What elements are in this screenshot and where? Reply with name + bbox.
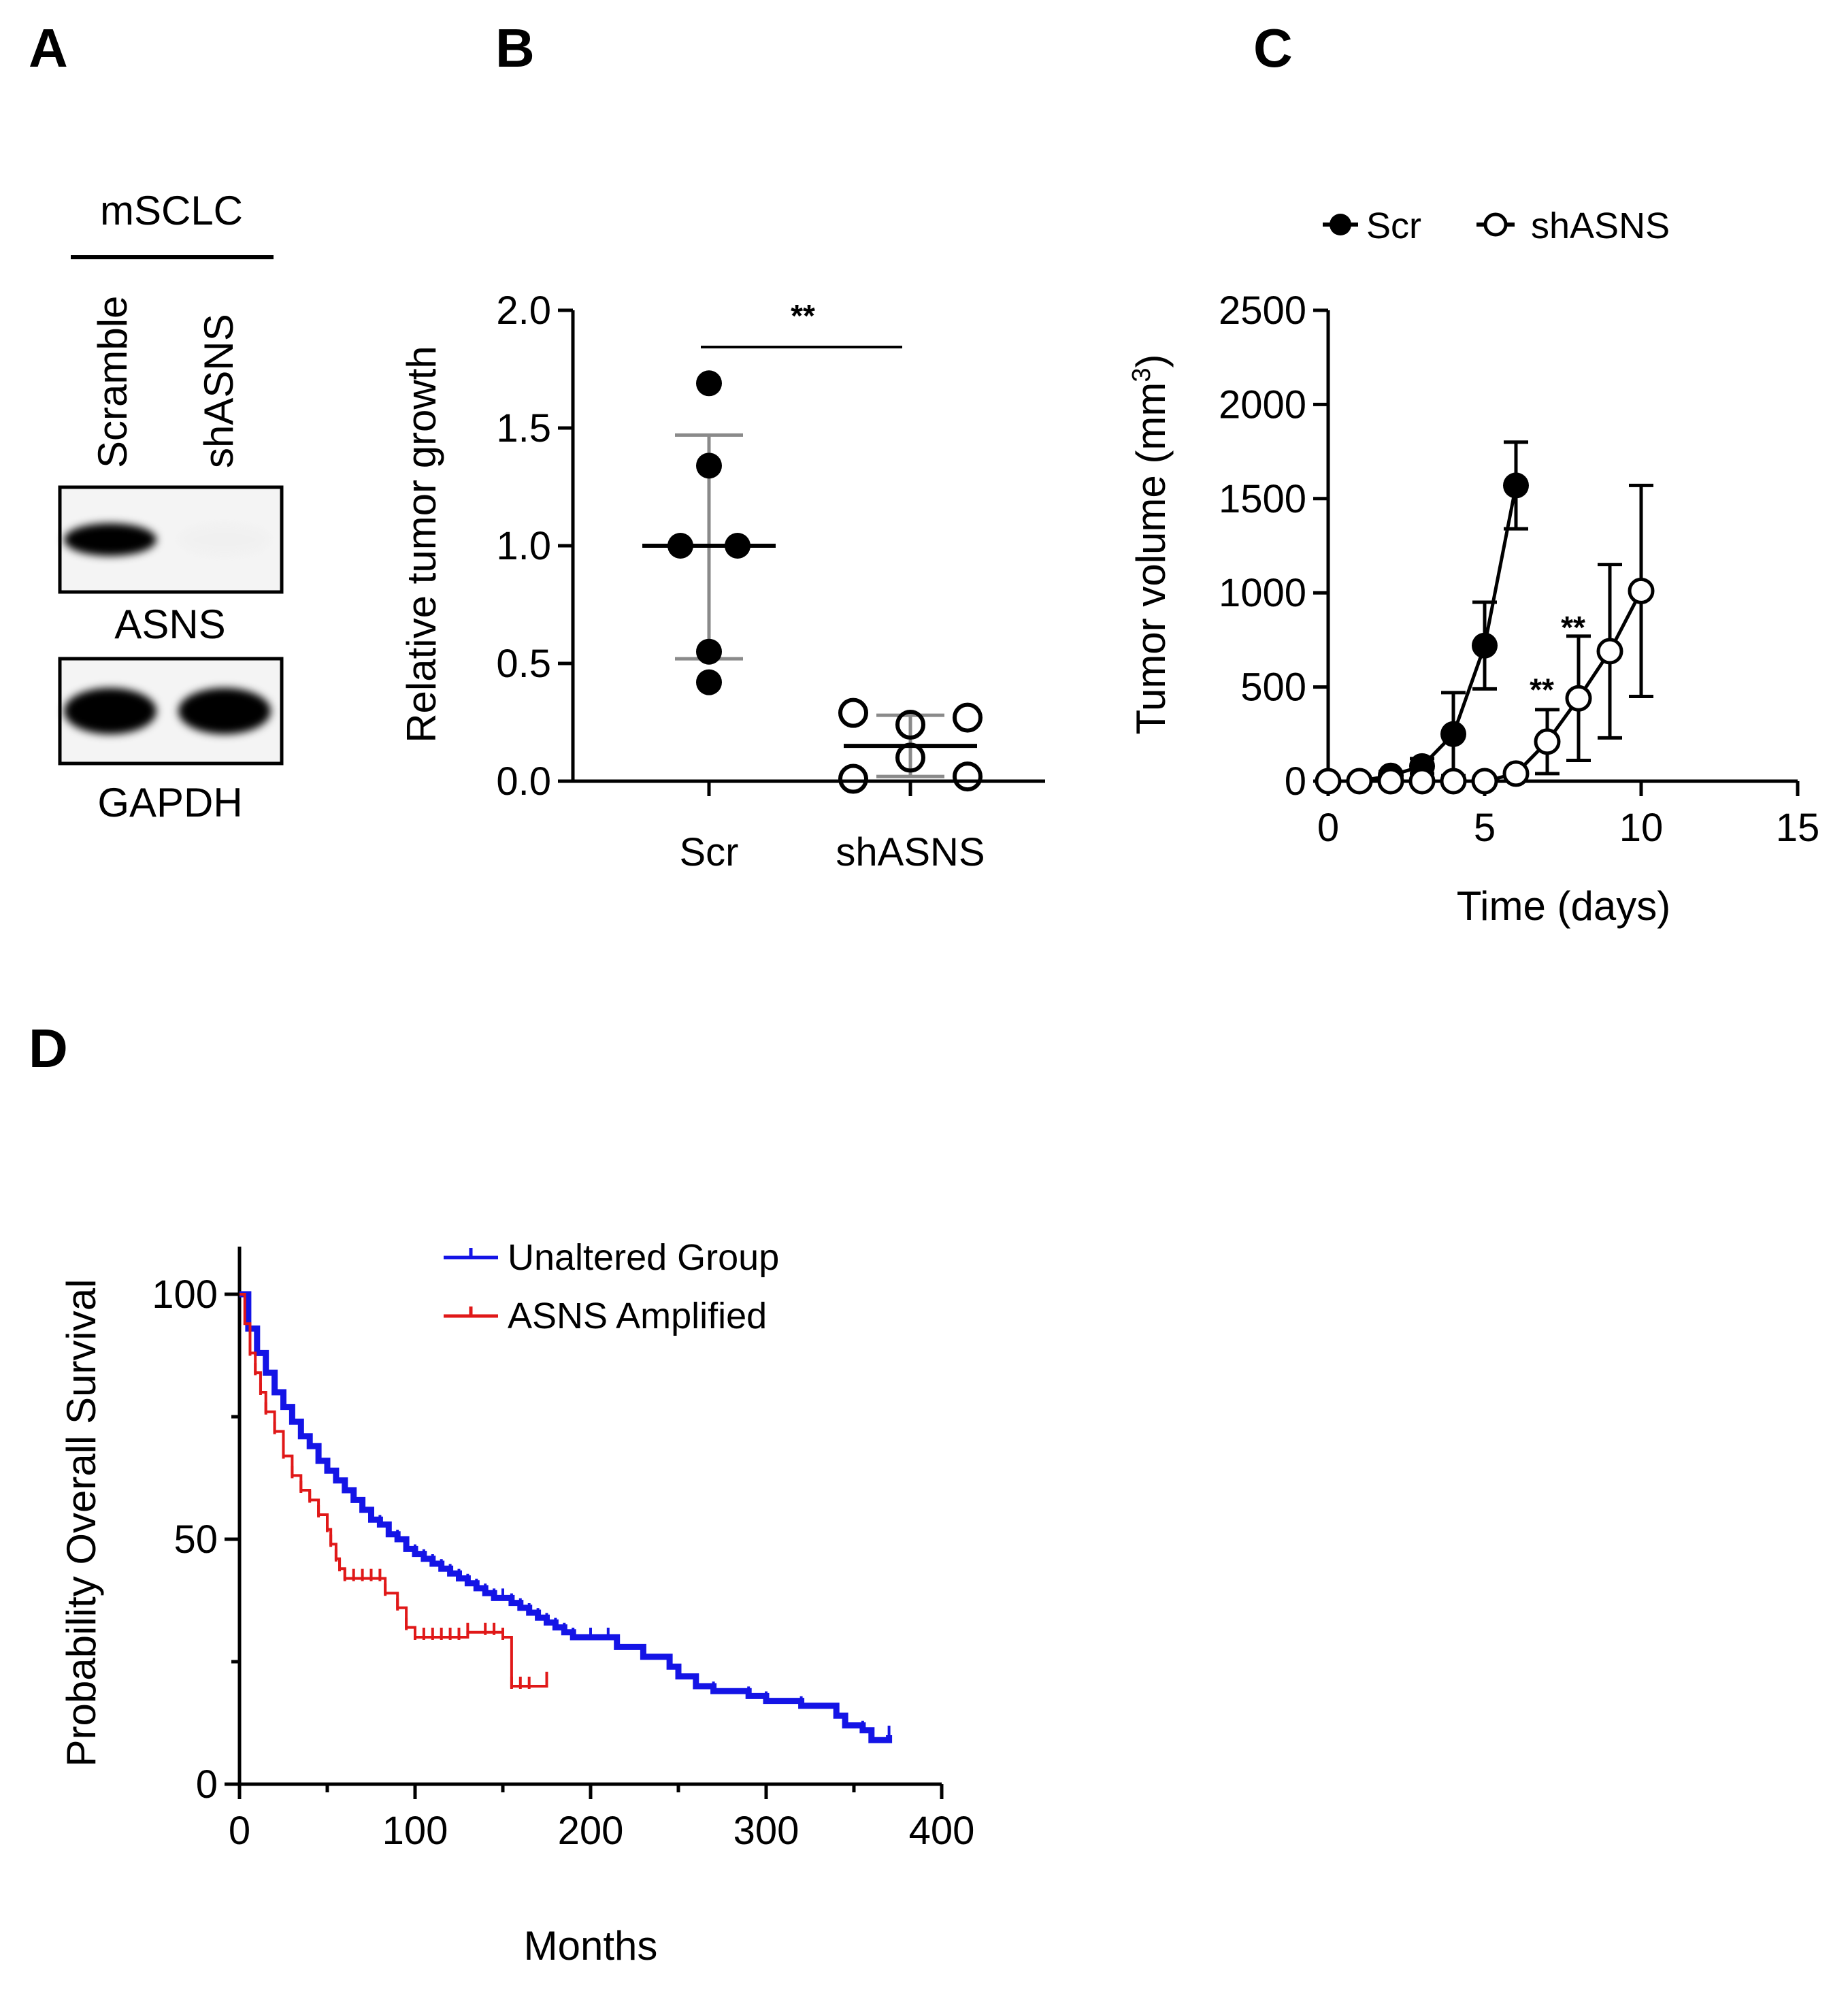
chart-d-legend: Unaltered Group ASNS Amplified	[444, 1237, 779, 1336]
survival-chart: Probability Overall Survival Months 0 50 1…	[59, 1237, 974, 1969]
chart-c-point-scr	[1440, 721, 1466, 747]
chart-c-ylabel-end: )	[1128, 355, 1174, 368]
chart-b-xtick-label: Scr	[680, 830, 739, 874]
chart-c-xtick-label: 5	[1474, 806, 1496, 850]
panel-letter-a: A	[29, 18, 68, 78]
chart-b-ytick-label: 2.0	[496, 289, 551, 333]
blot-band-gapdh-lane-1	[64, 688, 156, 734]
chart-b-point	[895, 709, 925, 740]
chart-c-ytick-label: 500	[1240, 665, 1306, 710]
legend-unaltered-label: Unaltered Group	[508, 1237, 779, 1278]
chart-d-plot-area: 0 50 100 0 100 200 300 400	[152, 1247, 974, 1853]
chart-b-point	[895, 742, 925, 773]
chart-b-point	[838, 697, 868, 728]
chart-c-ylabel: Tumor volume (mm3)	[1127, 355, 1174, 735]
chart-b-point	[696, 638, 722, 665]
chart-c-point-shasns	[1471, 768, 1498, 795]
chart-b-point	[953, 702, 983, 733]
blot-band-gapdh-lane-2	[178, 688, 271, 734]
chart-d-ytick-label: 0	[196, 1762, 218, 1807]
chart-d-curve-unaltered-group	[240, 1291, 893, 1743]
chart-c-significance: **	[1530, 672, 1554, 707]
chart-d-xlabel: Months	[524, 1923, 658, 1969]
chart-b-ytick-label: 0.0	[496, 759, 551, 804]
chart-d-ytick-label: 100	[152, 1272, 218, 1317]
chart-b-ytick-label: 1.5	[496, 406, 551, 450]
legend-shasns-marker	[1483, 212, 1508, 237]
chart-b-xtick-label: shASNS	[836, 830, 985, 874]
legend-shasns-label: shASNS	[1531, 206, 1670, 246]
chart-c-xtick-label: 15	[1776, 806, 1820, 850]
chart-b-plot-area: 0.0 0.5 1.0 1.5 2.0 Scr shASNS	[496, 289, 1045, 874]
chart-b-significance: **	[791, 298, 815, 333]
blot-label-asns: ASNS	[114, 602, 225, 647]
chart-c-xlabel: Time (days)	[1457, 883, 1670, 929]
chart-c-point-shasns	[1565, 685, 1592, 712]
chart-d-ylabel: Probability Overall Survival	[59, 1279, 104, 1767]
chart-c-plot-area: 0 500 1000 1500 2000 2500 0 5 10 15 ****	[1219, 289, 1819, 850]
blot-band-asns-lane-2	[178, 523, 271, 556]
chart-d-xtick-label: 200	[558, 1809, 624, 1853]
chart-d-curve-asns-amplified	[240, 1293, 548, 1688]
chart-b-point	[953, 761, 983, 792]
chart-c-ytick-label: 2000	[1219, 382, 1306, 427]
chart-c-point-shasns	[1315, 768, 1342, 795]
chart-b-ytick-label: 1.0	[496, 524, 551, 568]
chart-b-ytick-label: 0.5	[496, 642, 551, 686]
chart-c-ytick-label: 0	[1285, 759, 1306, 804]
chart-c-point-shasns	[1628, 577, 1655, 604]
panel-letter-c: C	[1253, 18, 1293, 78]
chart-b-point	[838, 763, 868, 794]
chart-c-ytick-label: 1000	[1219, 571, 1306, 615]
cell-line-label: mSCLC	[100, 188, 243, 233]
chart-c-xtick-label: 10	[1619, 806, 1664, 850]
chart-d-xtick-label: 300	[733, 1809, 799, 1853]
legend-amplified-label: ASNS Amplified	[508, 1296, 767, 1336]
chart-b-point	[667, 533, 693, 559]
chart-c-point-shasns	[1346, 768, 1373, 795]
chart-c-point-shasns	[1377, 768, 1404, 795]
legend-scr-marker	[1330, 214, 1351, 235]
chart-c-point-shasns	[1440, 768, 1467, 795]
chart-c-point-shasns	[1596, 638, 1623, 665]
chart-d-xtick-label: 100	[382, 1809, 448, 1853]
lane-label-shasns: shASNS	[196, 314, 242, 468]
panel-letter-d: D	[29, 1018, 68, 1079]
chart-b-point	[725, 533, 750, 559]
tumor-volume-chart: Tumor volume (mm3) Time (days) 0 500 1000 1…	[1127, 206, 1819, 929]
blot-band-asns-lane-1	[64, 523, 156, 556]
relative-growth-chart: Relative tumor growth 0.0 0.5 1.0 1.5 2.0 Scr…	[399, 289, 1045, 874]
chart-d-ytick-label: 50	[174, 1517, 218, 1562]
legend-scr-label: Scr	[1366, 206, 1421, 246]
chart-b-point	[696, 669, 722, 695]
chart-c-ylabel-main: Tumor volume (mm	[1128, 382, 1174, 735]
western-blot-panel: mSCLC Scramble shASNS ASNS GAPDH	[58, 188, 284, 825]
lane-label-scramble: Scramble	[90, 296, 135, 468]
chart-c-ylabel-superscript: 3	[1127, 368, 1156, 382]
chart-d-xtick-label: 0	[229, 1809, 250, 1853]
chart-c-legend: Scr shASNS	[1323, 206, 1670, 246]
blot-images	[58, 485, 284, 766]
chart-b-ylabel: Relative tumor growth	[399, 346, 444, 743]
chart-c-point-scr	[1503, 472, 1529, 499]
chart-c-ytick-label: 2500	[1219, 289, 1306, 333]
panel-letter-b: B	[495, 18, 535, 78]
chart-c-point-shasns	[1534, 728, 1561, 755]
chart-d-xtick-label: 400	[909, 1809, 975, 1853]
chart-c-xtick-label: 0	[1317, 806, 1339, 850]
chart-c-ytick-label: 1500	[1219, 477, 1306, 521]
chart-c-point-scr	[1472, 632, 1498, 659]
blot-label-gapdh: GAPDH	[97, 780, 242, 825]
chart-c-point-shasns	[1408, 768, 1436, 795]
chart-c-significance: **	[1561, 610, 1585, 645]
chart-b-point	[696, 370, 722, 397]
chart-b-point	[696, 453, 722, 479]
chart-c-point-shasns	[1502, 760, 1530, 787]
